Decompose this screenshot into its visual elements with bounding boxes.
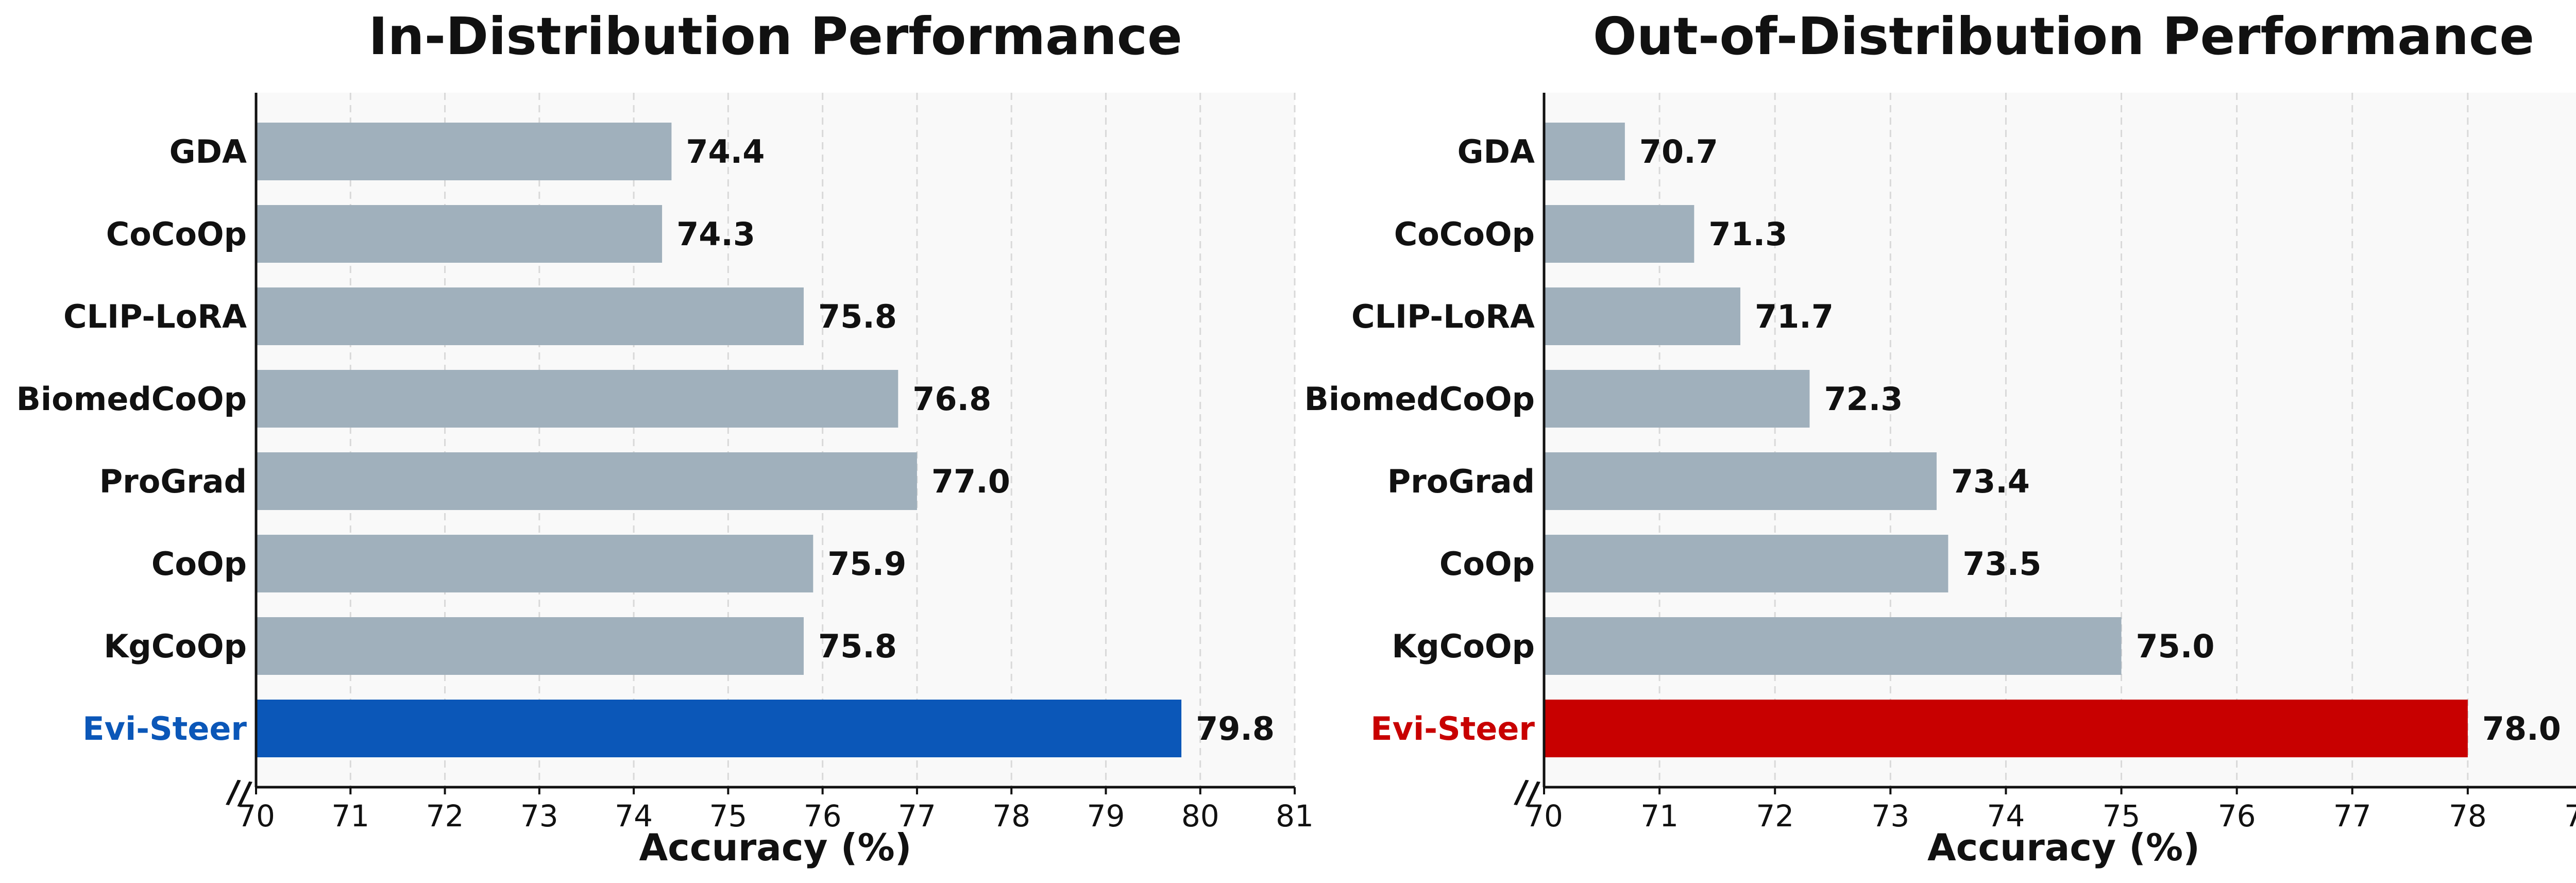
in-dist-x-tick-label: 81 [1276,799,1314,834]
ood-bar [1544,123,1625,180]
in-dist-bar [256,287,804,345]
in-dist-category-label: Evi-Steer [82,710,247,748]
in-dist-category-label: ProGrad [99,463,247,500]
in-dist-plot-area [256,93,1295,787]
in-dist-x-tick-label: 70 [237,799,275,834]
ood-category-label: ProGrad [1387,463,1535,500]
ood-x-tick-label: 76 [2218,799,2256,834]
ood-x-axis-label: Accuracy (%) [1927,826,2200,869]
in-dist-chart: 74.4 GDA 74.3 CoCoOp 75.8 CLIP-LoRA 76.8 Biomed… [16,6,1314,869]
in-dist-value-label: 76.8 [912,380,991,418]
in-dist-x-tick-label: 80 [1181,799,1219,834]
ood-x-tick-label: 78 [2449,799,2487,834]
ood-bar [1544,617,2122,675]
ood-value-label: 70.7 [1639,133,1718,171]
ood-category-label: CoCoOp [1394,215,1535,253]
in-dist-category-label: CLIP-LoRA [63,298,247,335]
in-dist-bar [256,370,899,428]
ood-bar [1544,452,1937,510]
in-dist-value-label: 75.8 [818,627,897,665]
in-dist-category-label: KgCoOp [104,627,247,665]
ood-category-label: Evi-Steer [1370,710,1535,748]
in-dist-x-tick-label: 79 [1087,799,1125,834]
ood-value-label: 72.3 [1824,380,1903,418]
in-dist-category-label: CoOp [151,545,247,583]
ood-category-label: GDA [1458,133,1535,171]
ood-category-label: BiomedCoOp [1304,380,1535,418]
ood-chart: 70.7 GDA 71.3 CoCoOp 71.7 CLIP-LoRA 72.3 Biomed… [1304,6,2576,869]
ood-x-tick-label: 72 [1756,799,1794,834]
in-dist-category-label: CoCoOp [106,215,247,253]
in-dist-value-label: 74.3 [676,215,755,253]
ood-x-tick-label: 73 [1871,799,1909,834]
ood-bar [1544,370,1810,428]
in-dist-x-tick-label: 76 [804,799,842,834]
in-dist-category-label: BiomedCoOp [16,380,247,418]
in-dist-bar [256,452,917,510]
in-dist-x-axis-label: Accuracy (%) [639,826,911,869]
ood-title: Out-of-Distribution Performance [1593,6,2534,66]
in-dist-axis-break-mark: // [225,772,253,813]
ood-value-label: 78.0 [2482,710,2561,748]
in-dist-bar [256,700,1182,757]
in-dist-x-tick-label: 75 [709,799,747,834]
ood-axis-break-mark: // [1513,772,1541,813]
ood-value-label: 71.3 [1708,215,1787,253]
ood-bar [1544,287,1740,345]
in-dist-x-tick-label: 77 [898,799,936,834]
in-dist-value-label: 74.4 [686,133,765,171]
ood-category-label: CLIP-LoRA [1351,298,1535,335]
in-dist-value-label: 75.8 [818,298,897,335]
ood-value-label: 73.5 [1962,545,2041,583]
in-dist-value-label: 77.0 [931,463,1010,500]
ood-x-tick-label: 74 [1987,799,2025,834]
in-dist-x-tick-label: 74 [615,799,653,834]
ood-bar [1544,535,1948,592]
ood-value-label: 73.4 [1951,463,2030,500]
ood-value-label: 71.7 [1755,298,1834,335]
in-dist-x-tick-label: 72 [426,799,464,834]
in-dist-x-tick-label: 71 [331,799,369,834]
ood-plot-area [1544,93,2576,787]
in-dist-bar [256,617,804,675]
ood-x-tick-label: 79 [2564,799,2576,834]
in-dist-bar [256,123,672,180]
ood-value-label: 75.0 [2136,627,2215,665]
in-dist-bar [256,535,814,592]
ood-category-label: CoOp [1439,545,1535,583]
ood-bar [1544,700,2468,757]
ood-x-tick-label: 75 [2103,799,2141,834]
ood-bar [1544,205,1694,263]
in-dist-value-label: 79.8 [1196,710,1275,748]
ood-category-label: KgCoOp [1392,627,1535,665]
in-dist-category-label: GDA [170,133,247,171]
in-dist-x-tick-label: 78 [992,799,1030,834]
ood-x-tick-label: 71 [1640,799,1679,834]
in-dist-bar [256,205,663,263]
in-dist-value-label: 75.9 [827,545,906,583]
ood-x-tick-label: 70 [1525,799,1563,834]
in-dist-x-tick-label: 73 [520,799,558,834]
in-dist-title: In-Distribution Performance [368,6,1182,66]
ood-x-tick-label: 77 [2333,799,2371,834]
